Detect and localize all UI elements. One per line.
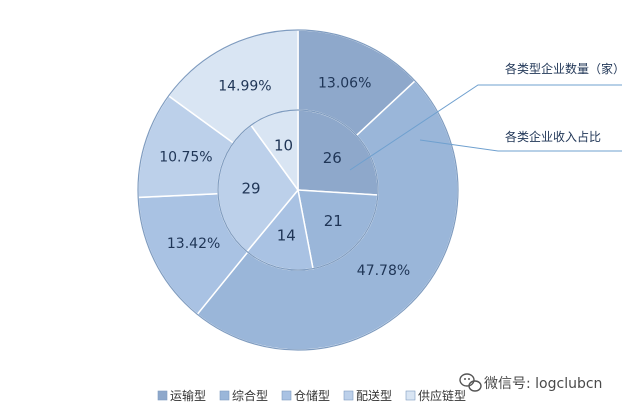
watermark-text: 微信号: logclubcn <box>484 376 602 392</box>
legend-swatch <box>219 390 230 401</box>
watermark: 微信号: logclubcn <box>459 373 602 392</box>
legend-label: 运输型 <box>170 388 206 403</box>
company-count-label: 10 <box>274 136 293 154</box>
inner-ring-annotation-label: 各类型企业数量（家） <box>505 61 625 76</box>
revenue-share-label: 13.42% <box>167 236 220 252</box>
company-count-label: 29 <box>241 180 260 198</box>
annotations: 各类型企业数量（家） 各类企业收入占比 <box>349 61 625 171</box>
outer-ring-annotation-line <box>419 139 622 152</box>
inner-labels: 26 21 14 29 10 <box>241 136 342 244</box>
company-count-label: 14 <box>277 227 296 245</box>
revenue-share-label: 47.78% <box>357 263 410 279</box>
outer-ring-annotation-label: 各类企业收入占比 <box>505 129 601 144</box>
inner-ring-annotation-line <box>349 84 622 171</box>
revenue-share-label: 10.75% <box>159 149 212 165</box>
legend-swatch <box>405 390 416 401</box>
company-count-label: 26 <box>323 149 342 167</box>
legend-label: 仓储型 <box>294 388 330 403</box>
legend-label: 配送型 <box>356 388 392 403</box>
legend-label: 供应链型 <box>418 388 466 403</box>
outer-ring-outline <box>137 29 459 351</box>
wechat-icon <box>459 373 482 392</box>
company-count-label: 21 <box>324 212 343 230</box>
inner-ring-outline <box>217 109 379 271</box>
legend-swatch <box>281 390 292 401</box>
outer-labels: 13.06% 47.78% 13.42% 10.75% 14.99% <box>159 76 410 279</box>
revenue-share-label: 14.99% <box>218 79 271 95</box>
revenue-share-label: 13.06% <box>318 76 371 92</box>
legend-swatch <box>157 390 168 401</box>
legend-swatch <box>343 390 354 401</box>
legend: 运输型 综合型 仓储型 配送型 供应链型 <box>157 388 466 403</box>
legend-label: 综合型 <box>232 388 268 403</box>
